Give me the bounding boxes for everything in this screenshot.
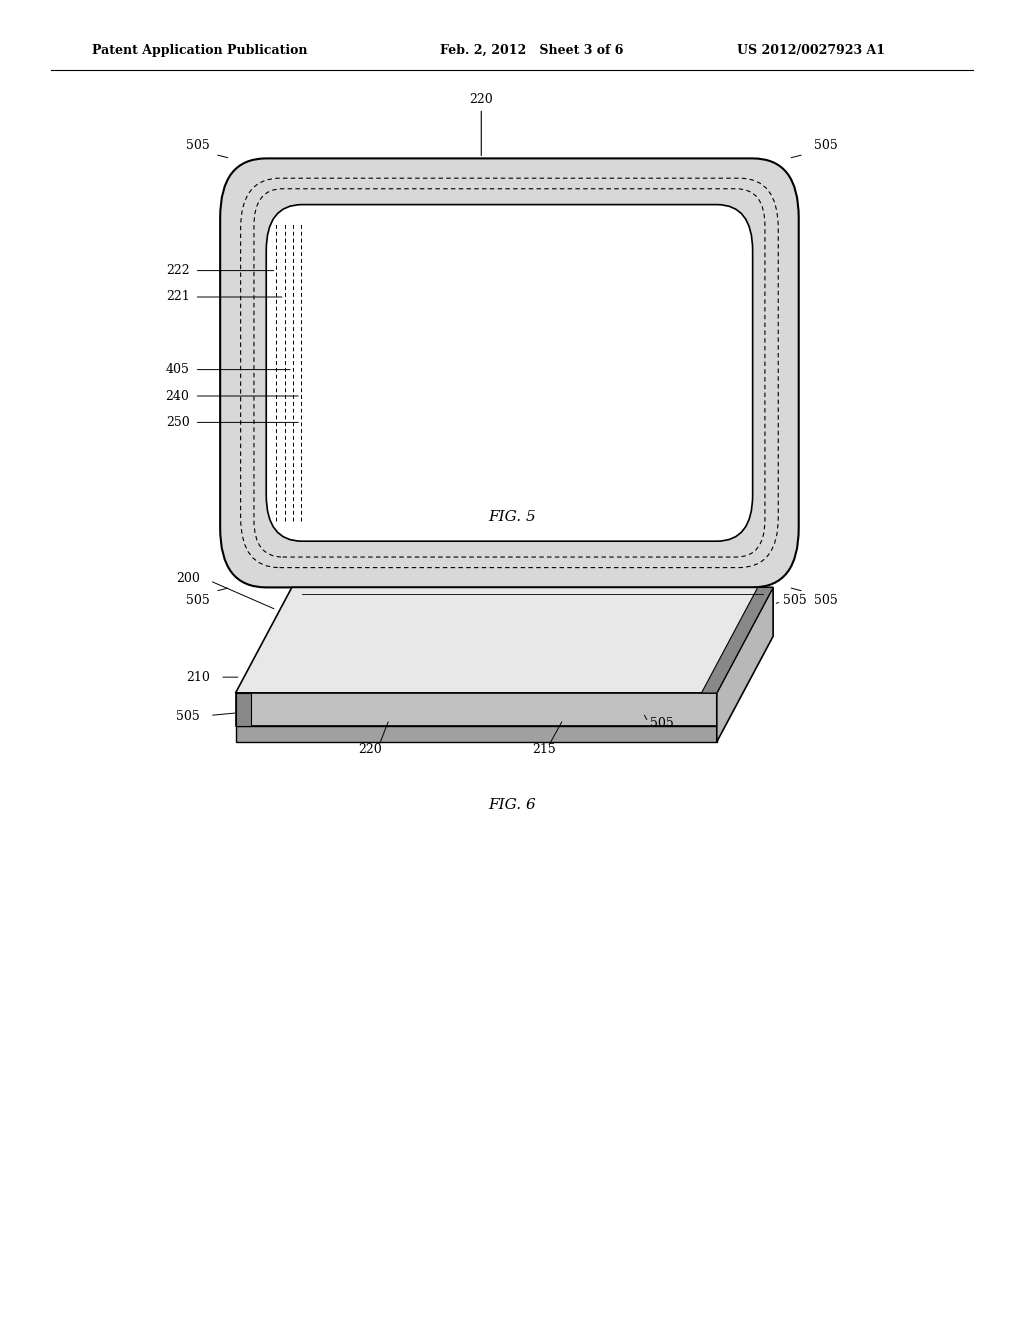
Text: 250: 250 xyxy=(166,416,189,429)
PathPatch shape xyxy=(220,158,799,587)
Text: 222: 222 xyxy=(166,264,189,277)
Text: 505: 505 xyxy=(650,717,674,730)
Polygon shape xyxy=(236,726,717,742)
Polygon shape xyxy=(701,587,773,693)
Text: US 2012/0027923 A1: US 2012/0027923 A1 xyxy=(737,44,886,57)
Text: FIG. 6: FIG. 6 xyxy=(488,799,536,812)
Text: 505: 505 xyxy=(814,139,838,152)
Text: FIG. 5: FIG. 5 xyxy=(488,511,536,524)
Text: 240: 240 xyxy=(166,389,189,403)
Polygon shape xyxy=(717,587,773,742)
Text: 505: 505 xyxy=(783,594,807,607)
Text: 221: 221 xyxy=(166,290,189,304)
Text: 220: 220 xyxy=(469,92,494,156)
Text: 210: 210 xyxy=(186,671,210,684)
Text: 200: 200 xyxy=(176,572,200,585)
Text: 405: 405 xyxy=(166,363,189,376)
Polygon shape xyxy=(236,693,251,726)
Text: 505: 505 xyxy=(186,139,210,152)
Text: 215: 215 xyxy=(532,743,556,756)
Text: 220: 220 xyxy=(358,743,382,756)
Text: Feb. 2, 2012   Sheet 3 of 6: Feb. 2, 2012 Sheet 3 of 6 xyxy=(440,44,624,57)
Text: 505: 505 xyxy=(186,594,210,607)
Text: 505: 505 xyxy=(176,710,200,723)
Polygon shape xyxy=(236,587,773,693)
PathPatch shape xyxy=(266,205,753,541)
Text: Patent Application Publication: Patent Application Publication xyxy=(92,44,307,57)
Polygon shape xyxy=(236,693,717,726)
Text: 505: 505 xyxy=(814,594,838,607)
